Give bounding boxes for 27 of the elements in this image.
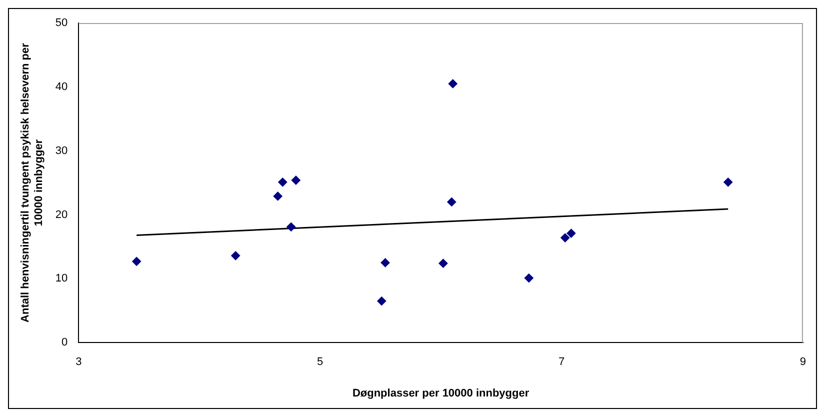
point xyxy=(524,274,534,283)
y-tick-label: 40 xyxy=(55,80,68,93)
y-tick-label: 10 xyxy=(55,272,68,285)
x-tick-label: 3 xyxy=(76,356,82,368)
y-tick-label: 0 xyxy=(62,336,68,349)
x-tick-label: 5 xyxy=(317,356,324,368)
point xyxy=(377,296,386,306)
point xyxy=(438,258,448,268)
point xyxy=(724,178,733,187)
point xyxy=(286,222,296,232)
point xyxy=(231,251,240,260)
y-tick-label: 50 xyxy=(55,17,68,30)
y-axis-title: Antall henvisningertil tvungent psykisk helsevern per 10000 innbygger xyxy=(20,42,45,322)
point xyxy=(132,256,142,266)
point xyxy=(278,178,288,187)
point xyxy=(560,233,570,242)
point xyxy=(447,197,456,206)
point xyxy=(380,258,390,268)
point xyxy=(273,192,282,201)
y-tick-label: 30 xyxy=(55,144,68,157)
point xyxy=(448,79,458,88)
x-tick-label: 7 xyxy=(558,356,565,368)
x-axis-title: Døgnplasser per 10000 innbygger xyxy=(352,387,530,400)
point xyxy=(291,176,300,185)
y-tick-label: 20 xyxy=(55,208,68,221)
x-tick-label: 9 xyxy=(800,356,806,368)
point xyxy=(566,228,576,238)
